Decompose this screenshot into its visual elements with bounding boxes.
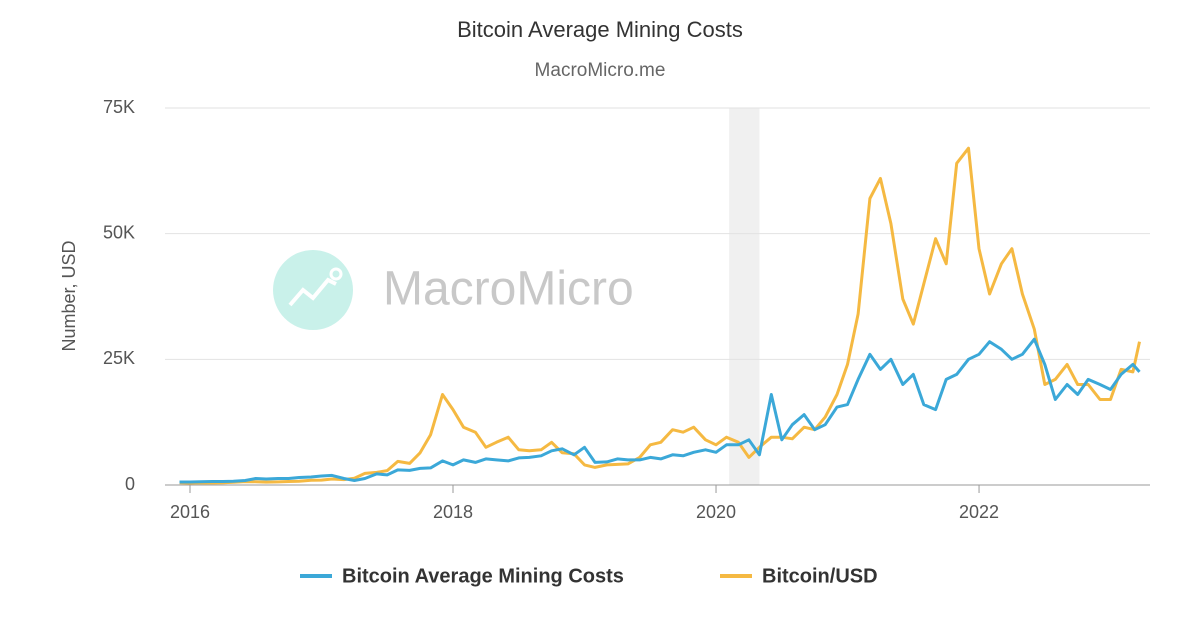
x-tick-label: 2018 bbox=[433, 502, 473, 522]
shaded-region bbox=[729, 108, 760, 485]
x-tick-label: 2016 bbox=[170, 502, 210, 522]
y-tick-label: 50K bbox=[103, 222, 135, 242]
x-tick-label: 2022 bbox=[959, 502, 999, 522]
chart-title: Bitcoin Average Mining Costs bbox=[457, 17, 743, 42]
watermark: MacroMicro bbox=[383, 263, 634, 316]
legend-label: Bitcoin/USD bbox=[762, 565, 878, 587]
y-axis-title: Number, USD bbox=[59, 240, 79, 351]
x-tick-label: 2020 bbox=[696, 502, 736, 522]
y-tick-label: 75K bbox=[103, 97, 135, 117]
line-series bbox=[179, 337, 1141, 484]
y-tick-label: 25K bbox=[103, 348, 135, 368]
line-series bbox=[179, 146, 1141, 485]
chart-subtitle: MacroMicro.me bbox=[535, 60, 666, 81]
legend-label: Bitcoin Average Mining Costs bbox=[342, 565, 624, 587]
watermark-logo bbox=[273, 250, 353, 330]
y-tick-label: 0 bbox=[125, 474, 135, 494]
